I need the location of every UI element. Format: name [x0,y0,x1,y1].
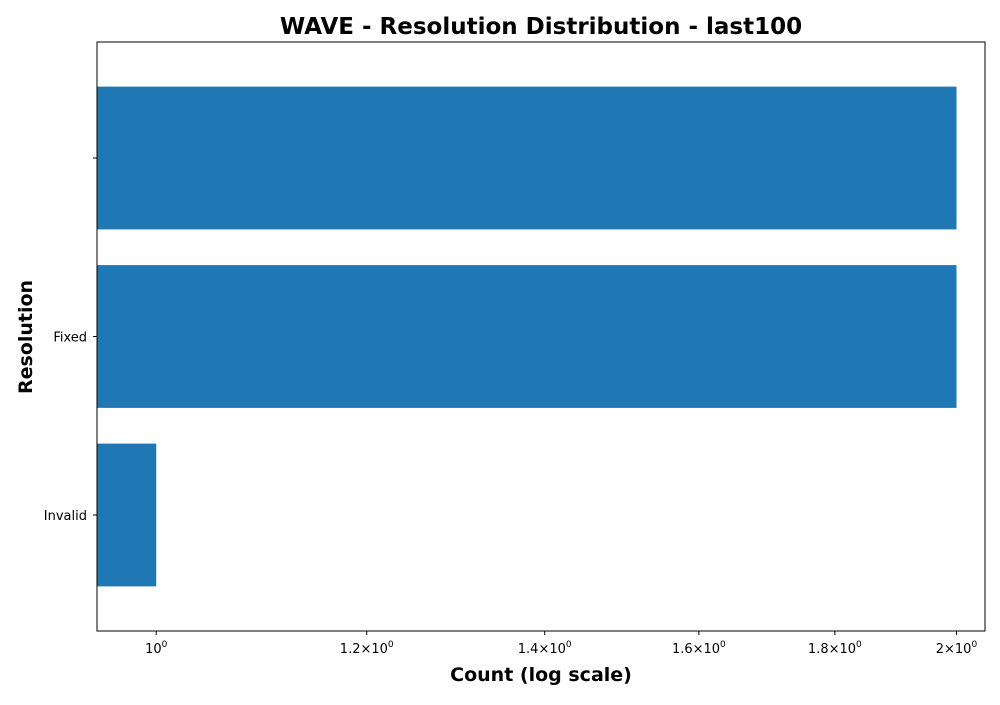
x-tick-label: 1.8×100 [808,640,862,657]
bar-invalid [97,443,157,587]
x-tick-label: 2×100 [936,640,978,657]
x-tick-label: 1.6×100 [672,640,726,657]
y-axis-title: Resolution [15,280,37,394]
y-tick-label: Invalid [44,509,87,524]
bars-layer [97,86,957,587]
ticks-layer: Invalid Fixed 100 1.2×100 1.4×100 1.6×100 1.8×… [44,157,978,657]
y-tick-label: Fixed [53,331,87,346]
bar-unlabeled [97,86,957,230]
chart-title: WAVE - Resolution Distribution - last100 [280,14,802,40]
x-axis-title: Count (log scale) [450,664,632,686]
x-tick-label: 1.4×100 [518,640,572,657]
bar-fixed [97,265,957,408]
x-tick-label: 1.2×100 [340,640,394,657]
x-tick-label: 100 [145,640,168,657]
